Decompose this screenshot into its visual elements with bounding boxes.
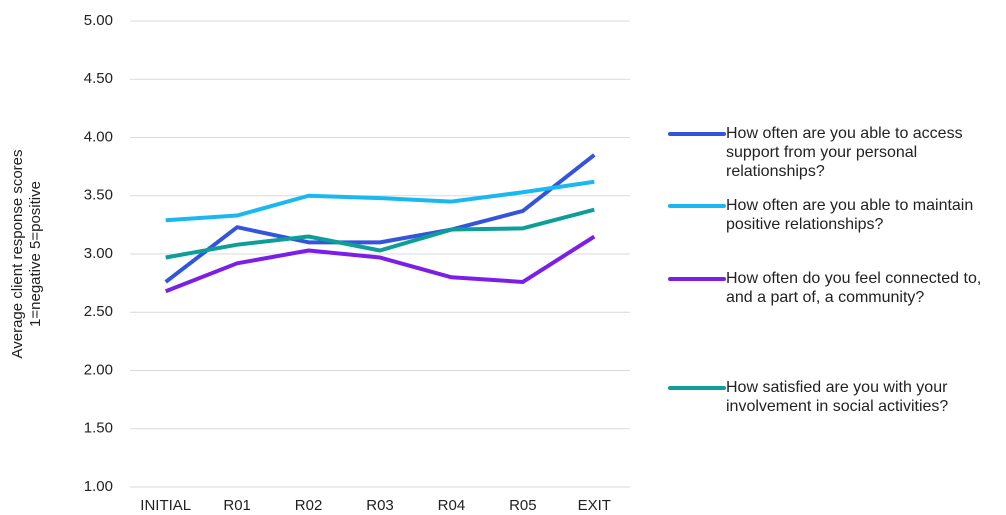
x-tick-label: R02	[295, 497, 323, 514]
legend-label: How often are you able to access support…	[726, 125, 963, 180]
y-tick-label: 4.00	[84, 128, 113, 145]
legend-swatch	[668, 204, 726, 208]
series-line	[164, 234, 596, 294]
legend-entry: How often are you able to maintain posit…	[668, 196, 1006, 234]
legend-swatch	[668, 132, 726, 136]
legend-entry: How often are you able to access support…	[668, 124, 1006, 181]
legend-label: How satisfied are you with your involvem…	[726, 379, 949, 415]
series-line	[165, 179, 595, 223]
legend-label: How often are you able to maintain posit…	[726, 197, 974, 233]
y-tick-label: 2.50	[84, 303, 113, 320]
y-tick-label: 5.00	[84, 12, 113, 29]
x-tick-label: EXIT	[578, 497, 611, 514]
legend-entry: How often do you feel connected to, and …	[668, 269, 1006, 307]
series-line	[165, 207, 595, 260]
y-tick-label: 1.50	[84, 420, 113, 437]
y-axis-label: Average client response scores 1=negative…	[9, 149, 44, 358]
legend-entry: How satisfied are you with your involvem…	[668, 378, 1006, 416]
x-tick-label: R05	[509, 497, 537, 514]
y-tick-label: 4.50	[84, 70, 113, 87]
y-tick-label: 2.00	[84, 361, 113, 378]
y-axis-label-line: 1=negative 5=positive	[27, 181, 44, 327]
y-tick-label: 1.00	[84, 478, 113, 495]
y-tick-label: 3.00	[84, 245, 113, 262]
x-tick-label: INITIAL	[140, 497, 191, 514]
y-axis-label-line: Average client response scores	[9, 149, 26, 358]
legend-swatch	[668, 277, 726, 281]
x-tick-label: R01	[223, 497, 251, 514]
x-tick-label: R04	[438, 497, 466, 514]
legend-swatch	[668, 386, 726, 390]
x-tick-label: R03	[366, 497, 394, 514]
y-tick-label: 3.50	[84, 187, 113, 204]
legend-label: How often do you feel connected to, and …	[726, 270, 982, 306]
series-line	[164, 153, 596, 284]
